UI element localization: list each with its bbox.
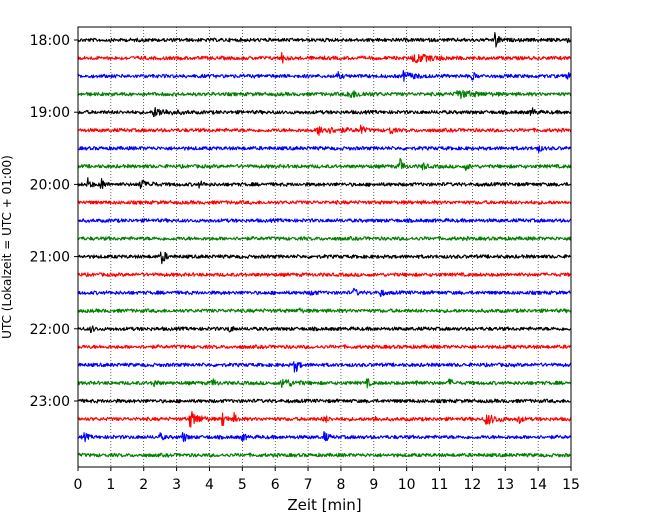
trace-row-1815 [77, 51, 572, 64]
x-tick-label: 4 [205, 477, 214, 493]
trace-row-2230 [77, 361, 572, 373]
x-tick-label: 13 [496, 477, 514, 493]
trace-row-2300 [77, 398, 572, 404]
seismogram-traces [77, 32, 572, 458]
x-tick-label: 1 [106, 477, 115, 493]
x-tick-label: 3 [172, 477, 181, 493]
y-tick-label: 21:00 [30, 250, 70, 266]
y-tick-label: 18:00 [30, 33, 70, 49]
y-tick-label: 23:00 [30, 394, 70, 410]
x-tick-label: 10 [398, 477, 416, 493]
x-axis-label: Zeit [min] [287, 496, 361, 514]
trace-row-2000 [77, 177, 572, 190]
x-grid [110, 27, 539, 467]
trace-row-2130 [77, 287, 572, 298]
x-tick-label: 7 [304, 477, 313, 493]
trace-row-2145 [77, 307, 572, 314]
x-axis: 0 1 2 3 4 5 6 7 8 9 10 11 12 13 14 15 [74, 467, 580, 493]
y-tick-label: 22:00 [30, 322, 70, 338]
x-tick-label: 12 [463, 477, 481, 493]
y-tick-label: 20:00 [30, 177, 70, 193]
plot-frame [77, 26, 572, 468]
trace-row-2045 [77, 236, 572, 242]
x-tick-label: 11 [431, 477, 449, 493]
x-tick-label: 2 [139, 477, 148, 493]
trace-row-1930 [77, 145, 572, 153]
trace-row-2015 [77, 199, 572, 205]
trace-row-1900 [77, 106, 572, 118]
trace-row-2245 [77, 378, 572, 389]
trace-row-1915 [77, 124, 572, 136]
x-tick-label: 0 [74, 477, 83, 493]
x-tick-label: 6 [271, 477, 280, 493]
x-tick-label: 14 [529, 477, 547, 493]
trace-row-2115 [77, 272, 572, 278]
trace-row-1830 [77, 69, 572, 82]
y-axis: 18:00 19:00 20:00 21:00 22:00 23:00 [30, 33, 78, 410]
trace-row-2315 [77, 410, 572, 428]
trace-row-2030 [77, 218, 572, 224]
trace-row-2100 [77, 251, 572, 265]
y-tick-label: 19:00 [30, 105, 70, 121]
trace-row-2215 [77, 344, 572, 350]
x-tick-label: 9 [369, 477, 378, 493]
trace-row-1945 [77, 158, 572, 172]
trace-row-1845 [77, 89, 572, 100]
trace-row-1800 [77, 32, 572, 48]
x-tick-label: 15 [562, 477, 580, 493]
y-axis-label: UTC (Lokalzeit = UTC + 01:00) [0, 155, 14, 339]
trace-row-2330 [77, 430, 572, 443]
trace-row-2200 [77, 325, 572, 333]
x-tick-label: 8 [336, 477, 345, 493]
trace-row-2345 [77, 452, 572, 458]
x-tick-label: 5 [238, 477, 247, 493]
